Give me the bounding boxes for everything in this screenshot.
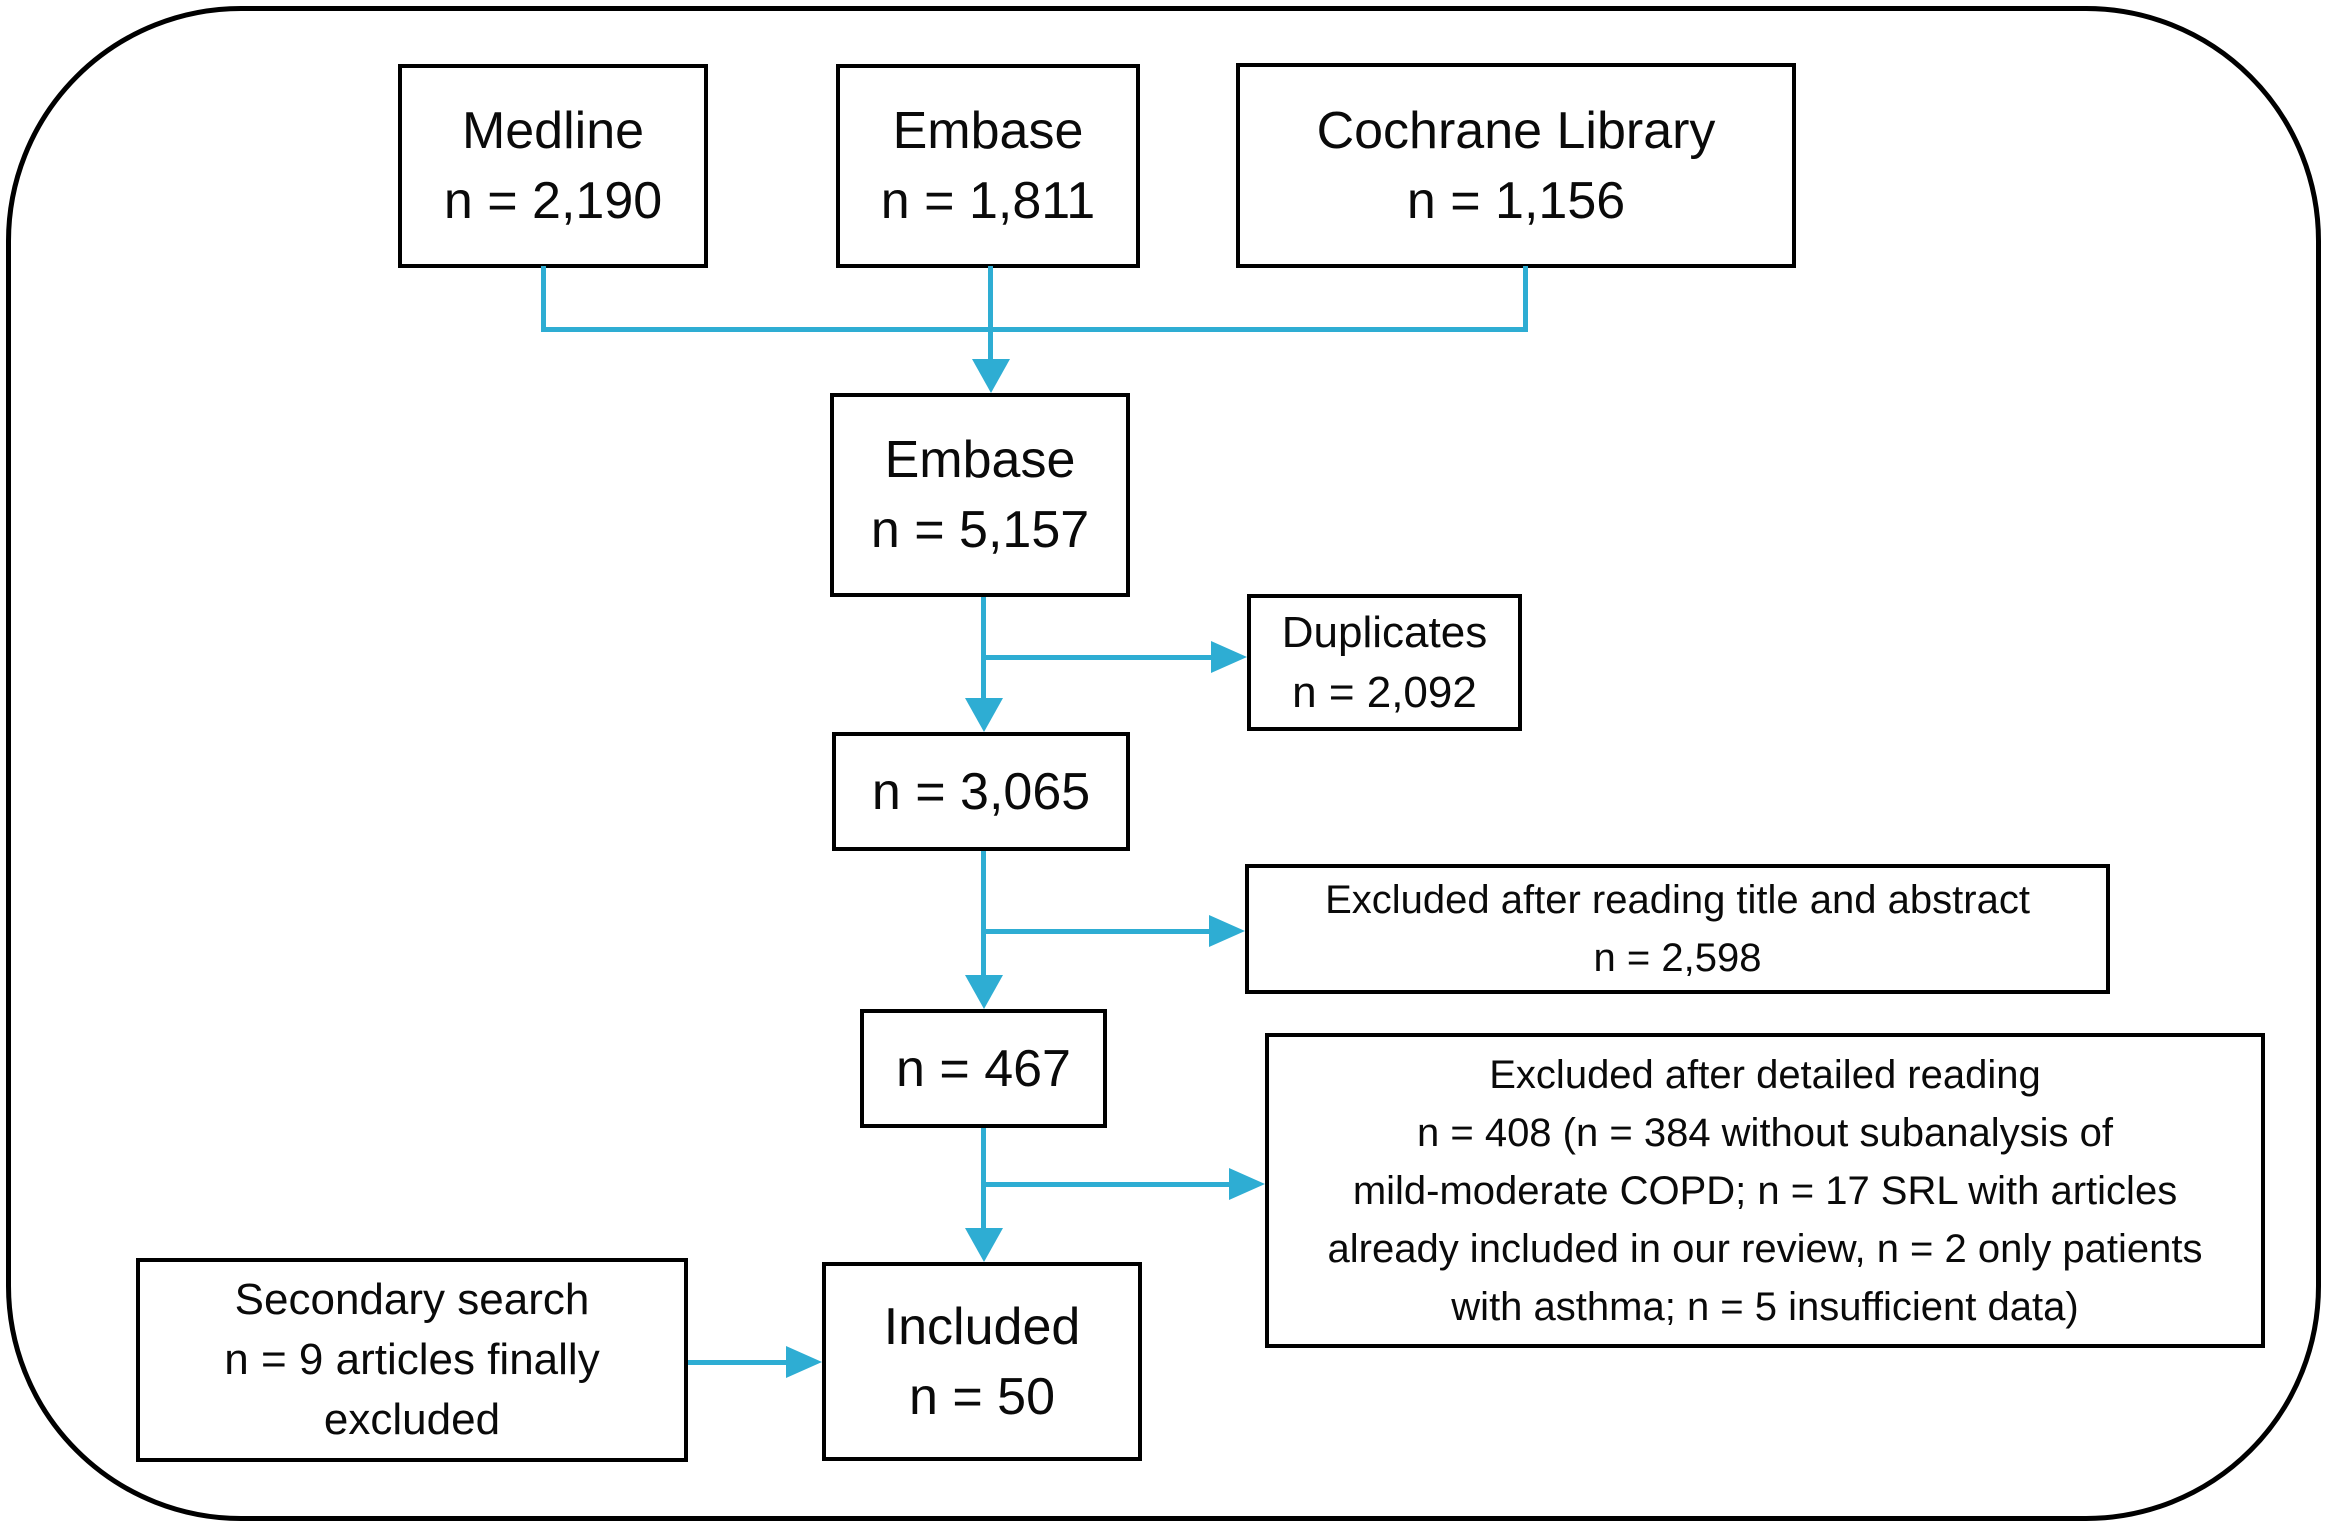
connector-secondary-to-included bbox=[688, 1360, 788, 1365]
node-excluded-detailed-line4: already included in our review, n = 2 on… bbox=[1327, 1226, 2203, 1271]
node-excluded-detailed-line1: Excluded after detailed reading bbox=[1489, 1052, 2041, 1097]
node-medline-line1: Medline bbox=[461, 102, 645, 160]
arrowhead-into-after-title-screening bbox=[965, 975, 1003, 1009]
node-cochrane-library-line2: n = 1,156 bbox=[1406, 171, 1626, 230]
connector-after-duplicates-down bbox=[981, 851, 986, 976]
connector-branch-duplicates bbox=[981, 655, 1211, 660]
arrowhead-into-included bbox=[965, 1228, 1003, 1262]
node-excluded-detailed-line3: mild-moderate COPD; n = 17 SRL with arti… bbox=[1352, 1168, 2178, 1213]
node-excluded-title-abstract-line2: n = 2,598 bbox=[1593, 936, 1762, 980]
node-secondary-search-line1: Secondary search bbox=[234, 1275, 590, 1324]
connector-branch-title-abstract bbox=[981, 929, 1209, 934]
arrowhead-secondary-into-included bbox=[786, 1346, 822, 1378]
connector-pooled-down bbox=[981, 597, 986, 699]
outer-rounded-border bbox=[6, 6, 2321, 1521]
arrowhead-into-excluded-detailed bbox=[1229, 1168, 1265, 1200]
node-included-line2: n = 50 bbox=[908, 1367, 1056, 1426]
connector-medline-stub bbox=[541, 266, 546, 332]
node-embase-search: Embase n = 1,811 bbox=[836, 64, 1140, 268]
node-pooled-records-line2: n = 5,157 bbox=[870, 501, 1090, 559]
connector-merge-vertical bbox=[988, 266, 993, 361]
node-cochrane-library: Cochrane Library n = 1,156 bbox=[1236, 63, 1796, 268]
node-pooled-records: Embase n = 5,157 bbox=[830, 393, 1130, 597]
arrowhead-into-excluded-title-abstract bbox=[1209, 915, 1245, 947]
node-embase-search-line2: n = 1,811 bbox=[880, 172, 1096, 230]
node-excluded-detailed-line5: with asthma; n = 5 insufficient data) bbox=[1451, 1284, 2079, 1329]
connector-cochrane-stub bbox=[1523, 266, 1528, 332]
node-after-duplicates: n = 3,065 bbox=[832, 732, 1130, 851]
node-secondary-search-line3: excluded bbox=[323, 1395, 501, 1444]
node-excluded-title-abstract-line1: Excluded after reading title and abstrac… bbox=[1325, 878, 2030, 922]
arrowhead-into-after-duplicates bbox=[965, 698, 1003, 732]
node-duplicates-line1: Duplicates bbox=[1281, 607, 1488, 657]
node-duplicates-line2: n = 2,092 bbox=[1292, 667, 1477, 717]
node-excluded-detailed: Excluded after detailed reading n = 408 … bbox=[1265, 1033, 2265, 1348]
node-included-line1: Included bbox=[883, 1297, 1081, 1356]
arrowhead-into-duplicates bbox=[1211, 641, 1247, 673]
node-excluded-title-abstract: Excluded after reading title and abstrac… bbox=[1245, 864, 2110, 994]
node-embase-search-line1: Embase bbox=[892, 102, 1084, 160]
node-after-title-screening: n = 467 bbox=[860, 1009, 1107, 1128]
node-excluded-detailed-line2: n = 408 (n = 384 without subanalysis of bbox=[1416, 1110, 2113, 1155]
node-cochrane-library-line1: Cochrane Library bbox=[1316, 101, 1716, 160]
node-medline: Medline n = 2,190 bbox=[398, 64, 708, 268]
connector-merge-horizontal bbox=[541, 327, 1528, 332]
node-after-title-screening-line1: n = 467 bbox=[896, 1039, 1071, 1098]
connector-after-title-screening-down bbox=[981, 1128, 986, 1228]
node-after-duplicates-line1: n = 3,065 bbox=[871, 762, 1091, 821]
node-pooled-records-line1: Embase bbox=[884, 431, 1076, 489]
node-included: Included n = 50 bbox=[822, 1262, 1142, 1461]
arrowhead-into-pooled bbox=[972, 359, 1010, 393]
node-secondary-search-line2: n = 9 articles finally bbox=[224, 1335, 600, 1384]
node-duplicates: Duplicates n = 2,092 bbox=[1247, 594, 1522, 731]
node-secondary-search: Secondary search n = 9 articles finally … bbox=[136, 1258, 688, 1462]
node-medline-line2: n = 2,190 bbox=[443, 172, 663, 230]
connector-branch-excluded-detailed bbox=[981, 1182, 1229, 1187]
